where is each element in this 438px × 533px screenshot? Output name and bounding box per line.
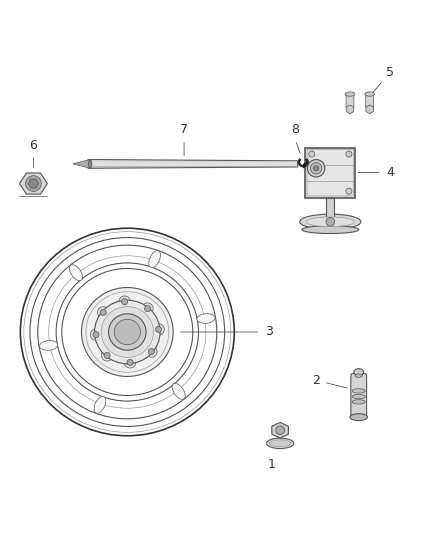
Ellipse shape xyxy=(69,264,82,280)
Circle shape xyxy=(127,359,133,366)
Ellipse shape xyxy=(197,314,215,324)
Circle shape xyxy=(98,306,109,318)
Ellipse shape xyxy=(300,214,361,229)
Polygon shape xyxy=(346,105,354,114)
Polygon shape xyxy=(88,159,297,168)
FancyBboxPatch shape xyxy=(305,148,356,198)
Text: 2: 2 xyxy=(312,374,320,387)
Ellipse shape xyxy=(354,369,364,376)
FancyBboxPatch shape xyxy=(351,374,367,419)
Polygon shape xyxy=(272,422,289,438)
Ellipse shape xyxy=(302,225,359,233)
Polygon shape xyxy=(19,173,47,194)
Ellipse shape xyxy=(269,440,291,447)
Circle shape xyxy=(119,296,130,308)
Text: 4: 4 xyxy=(386,166,394,179)
Ellipse shape xyxy=(114,319,141,345)
Circle shape xyxy=(309,151,315,157)
Ellipse shape xyxy=(95,300,160,364)
Circle shape xyxy=(102,350,113,361)
Circle shape xyxy=(314,166,319,171)
Ellipse shape xyxy=(352,400,365,404)
Ellipse shape xyxy=(101,306,153,358)
Ellipse shape xyxy=(352,394,365,399)
Ellipse shape xyxy=(81,287,173,376)
Circle shape xyxy=(25,176,41,191)
Circle shape xyxy=(153,324,164,335)
Circle shape xyxy=(146,346,157,357)
Ellipse shape xyxy=(267,438,293,449)
Ellipse shape xyxy=(345,92,355,96)
Polygon shape xyxy=(73,159,90,168)
Ellipse shape xyxy=(39,341,58,350)
Circle shape xyxy=(121,298,127,305)
Ellipse shape xyxy=(355,374,362,377)
Polygon shape xyxy=(366,105,374,114)
Bar xyxy=(326,198,334,220)
Polygon shape xyxy=(28,179,39,188)
Text: 5: 5 xyxy=(386,66,394,79)
Ellipse shape xyxy=(88,160,92,168)
Text: 3: 3 xyxy=(265,326,273,338)
Circle shape xyxy=(148,349,155,354)
Ellipse shape xyxy=(365,92,374,96)
Ellipse shape xyxy=(306,217,354,227)
Circle shape xyxy=(142,303,153,314)
Circle shape xyxy=(276,426,285,434)
Ellipse shape xyxy=(352,389,365,393)
Circle shape xyxy=(104,352,110,358)
Circle shape xyxy=(346,188,352,194)
Circle shape xyxy=(311,163,322,174)
Circle shape xyxy=(155,326,162,333)
Circle shape xyxy=(346,151,352,157)
Ellipse shape xyxy=(172,383,185,399)
Text: 1: 1 xyxy=(268,458,276,471)
Ellipse shape xyxy=(350,414,367,421)
Circle shape xyxy=(307,159,325,177)
Circle shape xyxy=(100,309,106,316)
Text: 6: 6 xyxy=(29,139,37,152)
Ellipse shape xyxy=(149,251,160,268)
Circle shape xyxy=(90,329,102,341)
FancyBboxPatch shape xyxy=(366,93,374,108)
Circle shape xyxy=(145,305,151,312)
Circle shape xyxy=(326,217,335,226)
Text: 8: 8 xyxy=(291,123,300,135)
FancyBboxPatch shape xyxy=(346,93,354,108)
Ellipse shape xyxy=(94,396,106,414)
Circle shape xyxy=(93,332,99,338)
Circle shape xyxy=(124,357,136,368)
Text: 7: 7 xyxy=(180,123,188,135)
Ellipse shape xyxy=(109,314,146,350)
